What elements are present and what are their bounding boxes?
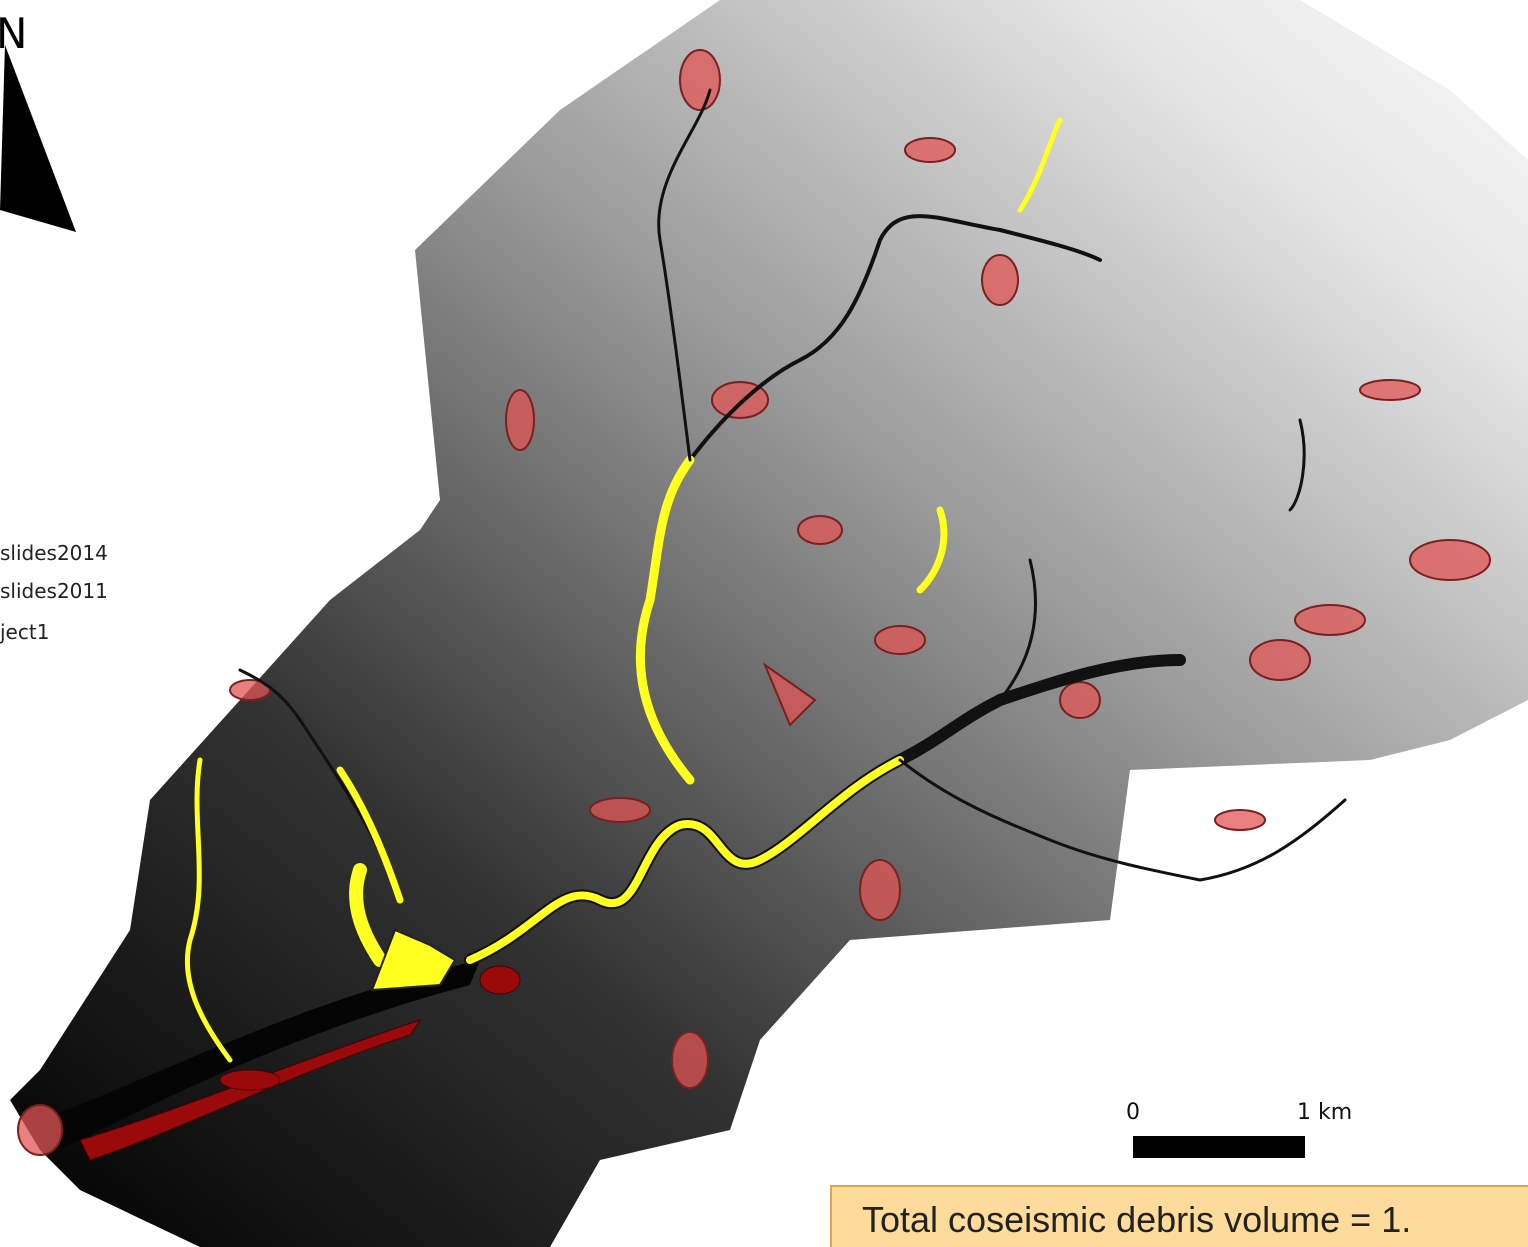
- scale-bar: [1133, 1136, 1305, 1158]
- page: N slides2014 slides2011 ject1 0 1 km Tot…: [0, 0, 1528, 1247]
- north-label: N: [0, 9, 27, 58]
- scale-end: 1 km: [1297, 1100, 1352, 1125]
- map: N slides2014 slides2011 ject1 0 1 km Tot…: [0, 0, 1528, 1247]
- legend-item: slides2014: [0, 541, 108, 565]
- legend-item: slides2011: [0, 579, 108, 603]
- north-arrow: [0, 45, 76, 232]
- annotation: Total coseismic debris volume = 1.: [862, 1199, 1411, 1240]
- legend-item: ject1: [0, 620, 49, 644]
- scale-start: 0: [1126, 1100, 1140, 1125]
